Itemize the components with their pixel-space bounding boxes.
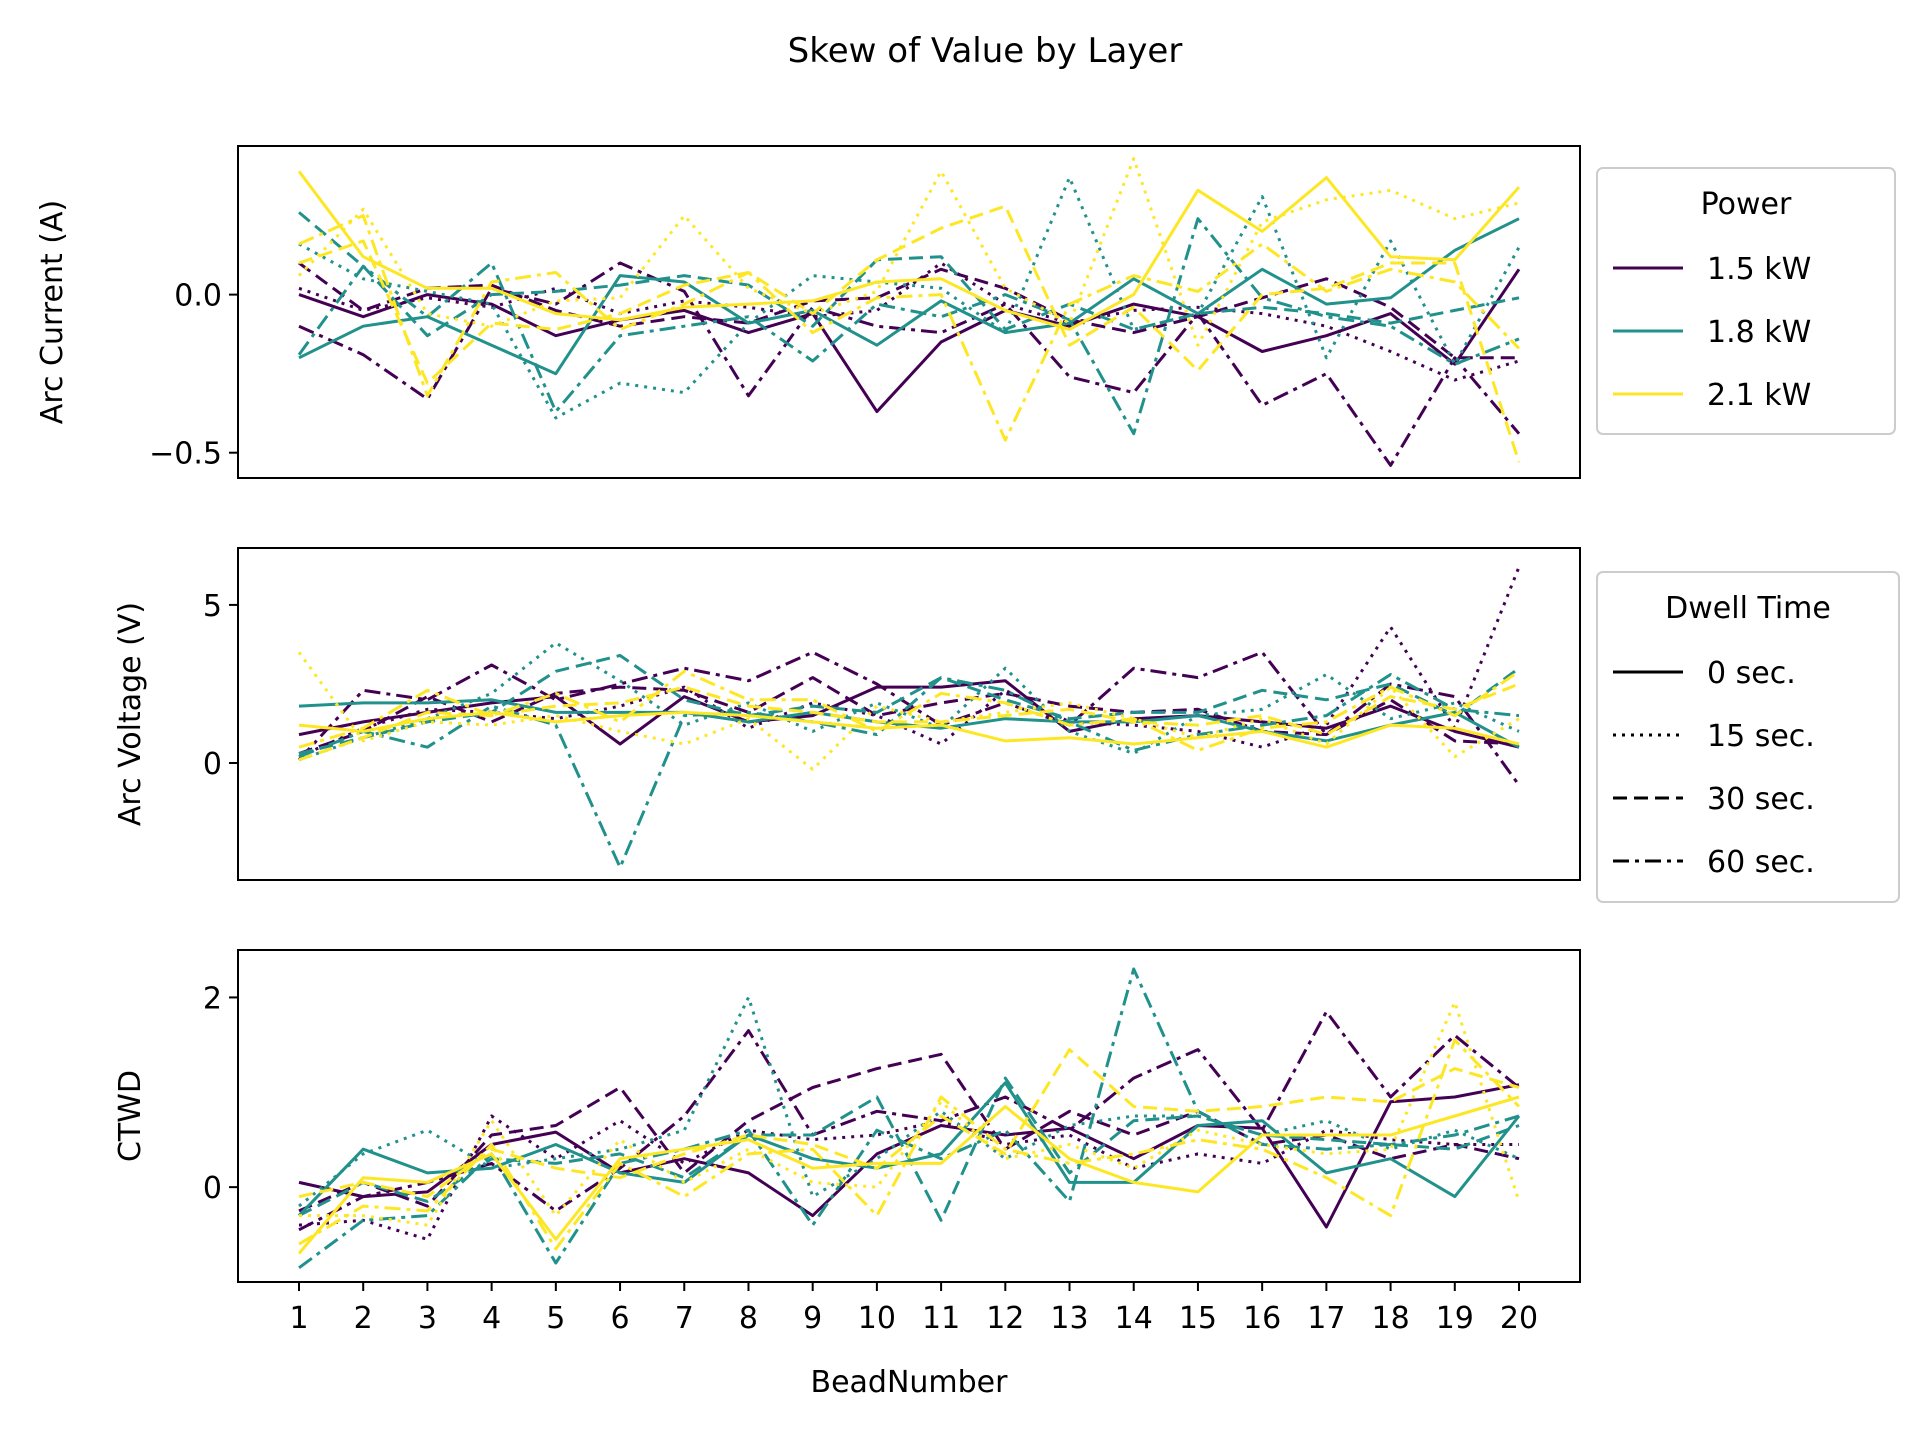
y-tick-label: 5 bbox=[203, 589, 222, 624]
series-line bbox=[298, 1038, 1521, 1251]
series-line bbox=[298, 698, 1520, 749]
legend-label: 1.5 kW bbox=[1707, 252, 1811, 287]
series-group bbox=[297, 566, 1521, 869]
x-tick-label: 9 bbox=[803, 1301, 822, 1336]
y-tick-label: 2 bbox=[203, 981, 222, 1016]
y-tick-label: 0.0 bbox=[174, 279, 222, 314]
legend-label: 1.8 kW bbox=[1707, 315, 1811, 350]
plot-frame bbox=[237, 949, 1581, 1283]
x-tick-label: 1 bbox=[289, 1301, 308, 1336]
plot-frame bbox=[237, 547, 1581, 881]
x-tick-label: 13 bbox=[1050, 1301, 1088, 1336]
series-line bbox=[298, 676, 1520, 755]
series-line bbox=[298, 1048, 1520, 1199]
legend-label: 2.1 kW bbox=[1707, 378, 1811, 413]
subplot-1: −0.5 0.0 Arc Current (A) bbox=[35, 145, 1581, 479]
series-line bbox=[298, 214, 1521, 442]
series-line bbox=[298, 682, 1520, 762]
series-line bbox=[298, 204, 1521, 463]
legend-label: 15 sec. bbox=[1707, 719, 1815, 754]
x-tick-label: 4 bbox=[482, 1301, 501, 1336]
y-tick-label: −0.5 bbox=[149, 437, 222, 472]
y-axis-label: Arc Voltage (V) bbox=[113, 602, 148, 826]
series-group bbox=[297, 157, 1521, 467]
series-line bbox=[298, 641, 1520, 762]
x-tick-label: 3 bbox=[418, 1301, 437, 1336]
y-axis-label: CTWD bbox=[113, 1070, 148, 1162]
x-tick-label: 6 bbox=[611, 1301, 630, 1336]
series-group bbox=[297, 967, 1521, 1270]
legend-power: Power 1.5 kW 1.8 kW 2.1 kW bbox=[1596, 167, 1896, 435]
series-line bbox=[298, 1052, 1520, 1213]
x-tick-label: 17 bbox=[1307, 1301, 1345, 1336]
x-tick-label: 5 bbox=[546, 1301, 565, 1336]
series-line bbox=[298, 261, 1521, 467]
y-tick-label: 0 bbox=[203, 1171, 222, 1206]
legend-box bbox=[1596, 571, 1900, 903]
series-line bbox=[298, 669, 1520, 752]
legend-dwell: Dwell Time 0 sec. 15 sec. 30 sec. 60 sec. bbox=[1596, 571, 1900, 903]
series-line bbox=[298, 1083, 1520, 1229]
x-tick-label: 19 bbox=[1436, 1301, 1474, 1336]
legend-label: 0 sec. bbox=[1707, 656, 1796, 691]
series-line bbox=[297, 1095, 1520, 1255]
x-tick-label: 12 bbox=[986, 1301, 1024, 1336]
subplot-2: 0 5 Arc Voltage (V) bbox=[113, 547, 1581, 881]
series-line bbox=[298, 967, 1520, 1270]
y-axis-label: Arc Current (A) bbox=[35, 200, 70, 424]
legend-title: Dwell Time bbox=[1665, 591, 1831, 626]
x-tick-label: 11 bbox=[922, 1301, 960, 1336]
plot-frame bbox=[237, 145, 1581, 479]
series-line bbox=[297, 217, 1520, 436]
series-line bbox=[299, 1000, 1521, 1227]
legend-label: 60 sec. bbox=[1707, 845, 1815, 880]
series-line bbox=[298, 217, 1520, 376]
x-tick-label: 10 bbox=[858, 1301, 896, 1336]
series-line bbox=[298, 261, 1520, 382]
x-tick-label: 14 bbox=[1115, 1301, 1153, 1336]
figure-title: Skew of Value by Layer bbox=[788, 31, 1183, 71]
x-tick-label: 8 bbox=[739, 1301, 758, 1336]
series-line bbox=[298, 654, 1520, 755]
series-line bbox=[298, 268, 1521, 414]
y-tick-label: 0 bbox=[203, 747, 222, 782]
x-tick-label: 18 bbox=[1371, 1301, 1409, 1336]
x-tick-label: 15 bbox=[1179, 1301, 1217, 1336]
x-tick-label: 7 bbox=[675, 1301, 694, 1336]
legend-box bbox=[1596, 167, 1896, 435]
series-line bbox=[297, 170, 1521, 331]
series-line bbox=[298, 1010, 1520, 1232]
x-tick-label: 2 bbox=[354, 1301, 373, 1336]
x-axis-label: BeadNumber bbox=[811, 1365, 1009, 1400]
legend-label: 30 sec. bbox=[1707, 782, 1815, 817]
x-tick-label: 16 bbox=[1243, 1301, 1281, 1336]
x-tick-label: 20 bbox=[1500, 1301, 1538, 1336]
series-line bbox=[297, 157, 1520, 347]
legend-title: Power bbox=[1701, 187, 1792, 222]
series-line bbox=[298, 673, 1520, 869]
